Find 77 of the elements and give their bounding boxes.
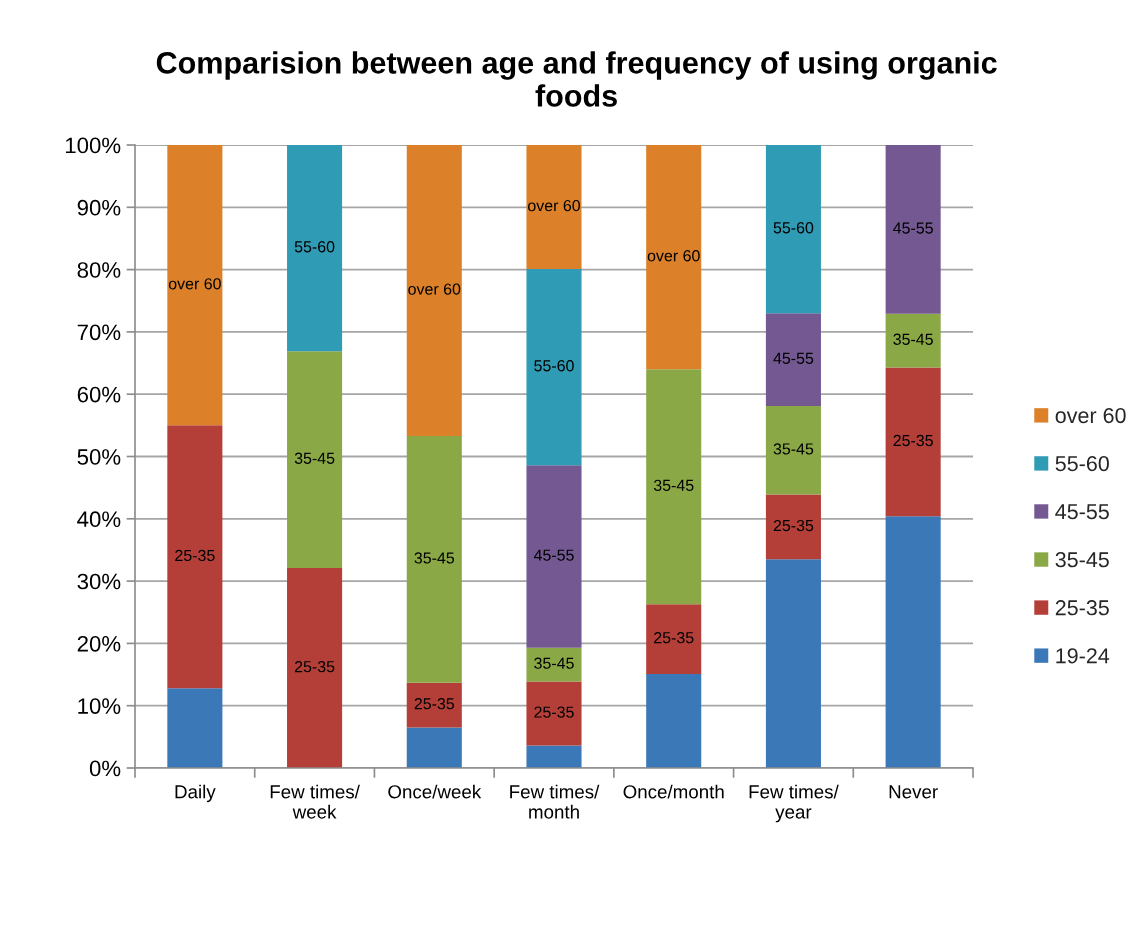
legend-label: over 60 xyxy=(1055,407,1126,424)
x-tick-label: Once/week xyxy=(388,784,482,799)
y-tick-label: 80% xyxy=(77,262,121,278)
data-label: 35-45 xyxy=(294,452,335,464)
bar xyxy=(287,351,343,569)
data-label: 25-35 xyxy=(414,698,455,710)
bar xyxy=(765,145,821,314)
bar xyxy=(885,145,941,314)
bar xyxy=(646,369,702,605)
x-tick-label: Once/month xyxy=(623,784,724,799)
bar xyxy=(526,465,582,648)
data-label: over 60 xyxy=(408,283,461,295)
y-tick-label: 20% xyxy=(77,635,121,652)
data-label: 35-45 xyxy=(893,333,933,345)
data-label: 25-35 xyxy=(175,549,215,562)
data-label: 35-45 xyxy=(534,657,574,669)
legend-label: 35-45 xyxy=(1055,552,1109,568)
bar xyxy=(646,145,702,370)
x-tick-label: Few times/ week xyxy=(270,784,360,819)
x-tick-label: Never xyxy=(889,785,938,799)
bar xyxy=(406,145,462,436)
y-tick-label: 50% xyxy=(77,449,121,465)
data-label: 25-35 xyxy=(294,660,335,673)
data-label: 35-45 xyxy=(773,443,814,455)
x-tick-label: Daily xyxy=(175,784,216,803)
data-label: 25-35 xyxy=(893,434,933,447)
data-label: over 60 xyxy=(168,278,221,290)
data-label: 45-55 xyxy=(773,352,814,364)
data-label: 25-35 xyxy=(773,519,814,532)
bar xyxy=(287,568,343,768)
data-label: 25-35 xyxy=(654,632,694,644)
bar xyxy=(646,604,702,674)
bar xyxy=(406,727,462,768)
bar xyxy=(765,313,821,407)
y-tick-label: 70% xyxy=(77,324,121,341)
data-label: 45-55 xyxy=(893,222,933,234)
x-tick-label: Few times/ month xyxy=(510,784,600,819)
y-tick-label: 40% xyxy=(77,511,121,528)
bar xyxy=(885,516,941,768)
bar xyxy=(765,406,821,495)
bar xyxy=(406,435,462,683)
bar xyxy=(167,145,223,426)
y-tick-label: 90% xyxy=(77,199,121,216)
data-label: 35-45 xyxy=(653,479,694,491)
data-label: 45-55 xyxy=(533,549,574,561)
y-tick-label: 100% xyxy=(65,137,121,154)
data-label: over 60 xyxy=(647,250,700,262)
data-label: 55-60 xyxy=(773,222,814,234)
bar xyxy=(885,367,941,517)
legend-label: 19-24 xyxy=(1056,648,1110,664)
chart-title: Comparision between age and frequency of using organic foods xyxy=(156,51,997,107)
bar xyxy=(287,145,343,352)
bar xyxy=(765,559,821,768)
data-label: 55-60 xyxy=(534,360,574,372)
data-label: 25-35 xyxy=(534,706,574,718)
bar xyxy=(406,682,462,728)
legend-label: 55-60 xyxy=(1055,455,1109,472)
data-label: 35-45 xyxy=(414,552,455,564)
legend-label: 25-35 xyxy=(1055,600,1109,616)
y-tick-label: 10% xyxy=(78,698,121,714)
bar xyxy=(167,688,223,768)
bar xyxy=(646,673,702,768)
y-tick-label: 60% xyxy=(77,386,121,403)
legend-label: 45-55 xyxy=(1055,504,1109,520)
data-label: over 60 xyxy=(528,199,581,212)
bar xyxy=(167,425,223,689)
x-tick-label: Few times/ year xyxy=(749,784,839,823)
bar xyxy=(526,268,582,466)
bar xyxy=(526,681,582,746)
bar xyxy=(526,745,582,768)
y-tick-label: 30% xyxy=(77,573,121,590)
bar xyxy=(885,313,941,368)
bar xyxy=(765,494,821,560)
data-label: 55-60 xyxy=(294,241,335,253)
y-tick-label: 0% xyxy=(89,760,121,777)
bar xyxy=(526,145,582,269)
bar xyxy=(526,647,582,682)
